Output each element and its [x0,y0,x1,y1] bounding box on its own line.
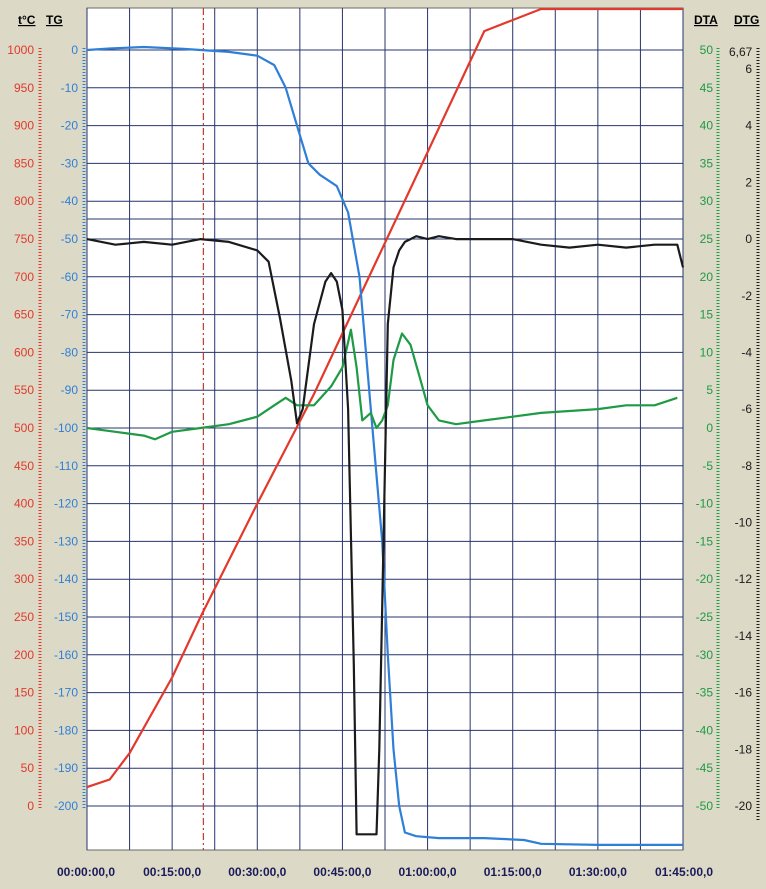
dtg-tick-label: 6 [745,62,752,76]
temp-tick-label: 600 [14,345,34,359]
temp-tick-label: 50 [21,761,35,775]
tg-tick-label: -20 [61,119,79,133]
temp-tick-label: 700 [14,270,34,284]
dtg-max-label: 6,67 [729,45,753,59]
dta-tick-label: -20 [696,572,714,586]
dtg-tick-label: 4 [745,119,752,133]
dta-tick-label: -50 [696,799,714,813]
x-tick-label: 00:00:00,0 [57,865,115,879]
tg-tick-label: -190 [54,761,78,775]
series-tg-line [86,45,683,847]
dta-tick-label: 5 [706,383,713,397]
dta-tick-label: 45 [700,81,714,95]
axis-ticks: 1000950900850800750700650600550500450400… [7,43,760,879]
temp-tick-label: 1000 [7,43,34,57]
grid-lines [86,8,684,850]
temp-tick-label: 100 [14,723,34,737]
x-tick-label: 01:15:00,0 [484,865,542,879]
dta-axis-title: DTA [694,13,718,27]
x-tick-label: 00:45:00,0 [313,865,371,879]
dtg-tick-label: -4 [741,345,752,359]
dtg-tick-label: -18 [735,742,753,756]
dtg-tick-label: -2 [741,289,752,303]
x-tick-label: 00:30:00,0 [228,865,286,879]
tg-tick-label: -120 [54,497,78,511]
dta-tick-label: 0 [706,421,713,435]
dta-tick-label: 10 [700,345,714,359]
tg-tick-label: -50 [61,232,79,246]
dtg-tick-label: 2 [745,175,752,189]
series-temp-line [86,7,683,789]
tg-tick-label: -70 [61,308,79,322]
tg-tick-label: -30 [61,156,79,170]
tg-tick-label: -90 [61,383,79,397]
dtg-tick-label: -20 [735,799,753,813]
dta-tick-label: -35 [696,686,714,700]
temp-tick-label: 400 [14,497,34,511]
dta-tick-label: 15 [700,308,714,322]
axis-headers: t°C TG DTA DTG [18,13,759,27]
tg-tick-label: -170 [54,686,78,700]
temp-tick-label: 550 [14,383,34,397]
tg-tick-label: -200 [54,799,78,813]
tg-tick-label: -150 [54,610,78,624]
temp-tick-label: 300 [14,572,34,586]
series-group [86,7,685,847]
temp-tick-label: 250 [14,610,34,624]
temp-tick-label: 950 [14,81,34,95]
tg-tick-label: -80 [61,345,79,359]
dtg-tick-label: -8 [741,459,752,473]
tg-tick-label: -180 [54,723,78,737]
dta-tick-label: 35 [700,156,714,170]
dta-tick-label: 40 [700,119,714,133]
x-tick-label: 00:15:00,0 [143,865,201,879]
temp-tick-label: 200 [14,648,34,662]
dtg-tick-label: -14 [735,629,753,643]
dtg-axis-title: DTG [734,13,759,27]
temp-tick-label: 800 [14,194,34,208]
temp-tick-label: 0 [27,799,34,813]
temp-tick-label: 450 [14,459,34,473]
dtg-tick-label: -10 [735,516,753,530]
x-tick-label: 01:30:00,0 [569,865,627,879]
dta-tick-label: -10 [696,497,714,511]
temp-tick-label: 500 [14,421,34,435]
tg-tick-label: -10 [61,81,79,95]
x-tick-label: 01:00:00,0 [399,865,457,879]
tg-tick-label: -130 [54,534,78,548]
series-dta-line [86,328,678,441]
dtg-tick-label: -6 [741,402,752,416]
dtg-tick-label: -16 [735,686,753,700]
temp-tick-label: 850 [14,156,34,170]
dta-tick-label: -45 [696,761,714,775]
tg-tick-label: -140 [54,572,78,586]
dtg-tick-label: 0 [745,232,752,246]
temp-tick-label: 350 [14,534,34,548]
dta-tick-label: -40 [696,723,714,737]
dta-tick-label: 25 [700,232,714,246]
temp-axis-title: t°C [18,13,36,27]
tg-tick-label: 0 [71,43,78,57]
tg-tick-label: -60 [61,270,79,284]
temp-tick-label: 750 [14,232,34,246]
tg-tick-label: -160 [54,648,78,662]
tg-tick-label: -100 [54,421,78,435]
x-tick-label: 01:45:00,0 [655,865,713,879]
series-dtg-line [86,235,685,836]
dta-tick-label: -15 [696,534,714,548]
dta-tick-label: 20 [700,270,714,284]
tg-tick-label: -110 [55,459,78,473]
dta-tick-label: -5 [702,459,713,473]
dta-tick-label: 30 [700,194,714,208]
dta-tick-label: 50 [700,43,714,57]
dta-tick-label: -30 [696,648,714,662]
temp-tick-label: 650 [14,308,34,322]
temp-tick-label: 150 [14,686,34,700]
dta-tick-label: -25 [696,610,714,624]
tg-axis-title: TG [46,13,63,27]
dtg-tick-label: -12 [735,572,753,586]
temp-tick-label: 900 [14,119,34,133]
tg-tick-label: -40 [61,194,79,208]
